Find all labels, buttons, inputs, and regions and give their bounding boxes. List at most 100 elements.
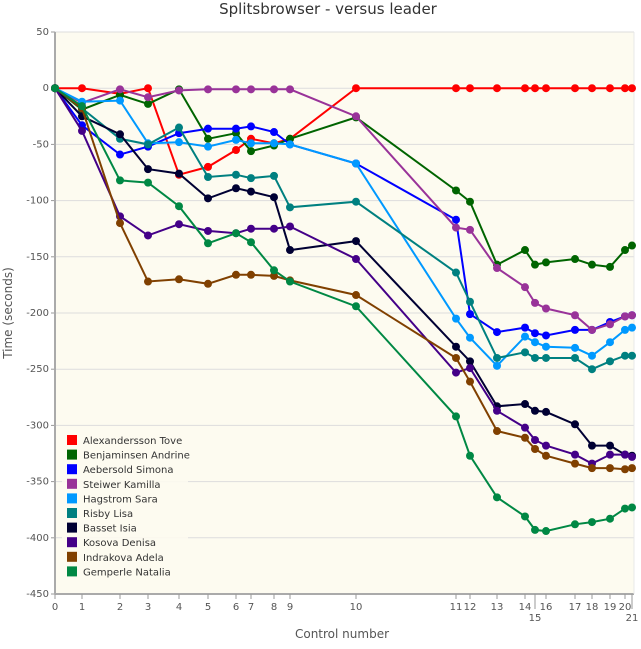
legend-label: Steiwer Kamilla: [83, 480, 161, 491]
series-line: [54, 87, 632, 371]
data-point: [493, 264, 501, 273]
data-point: [232, 229, 240, 238]
data-point: [466, 333, 474, 342]
data-point: [144, 140, 152, 149]
data-point: [588, 260, 596, 269]
chart-title: Splitsbrowser - versus leader: [219, 0, 438, 18]
data-point: [571, 450, 579, 459]
data-point: [232, 270, 240, 279]
data-point: [466, 310, 474, 319]
data-point: [352, 291, 360, 300]
x-tick-label: 0: [52, 602, 58, 613]
data-point: [531, 329, 539, 338]
data-point: [628, 241, 636, 250]
data-point: [571, 459, 579, 468]
data-point: [606, 320, 614, 329]
data-point: [521, 323, 529, 332]
data-point: [621, 84, 629, 93]
series-line: [54, 87, 633, 465]
data-point: [531, 445, 539, 454]
data-point: [621, 325, 629, 334]
data-point: [466, 357, 474, 366]
data-point: [571, 311, 579, 320]
data-point: [232, 124, 240, 133]
data-point: [452, 342, 460, 351]
data-point: [247, 174, 255, 183]
data-point: [270, 139, 278, 148]
data-point: [452, 368, 460, 377]
data-point: [531, 260, 539, 269]
data-point: [144, 99, 152, 108]
data-point: [571, 420, 579, 429]
data-point: [542, 353, 550, 362]
series-lines: [51, 84, 636, 536]
x-tick-label: 18: [586, 602, 599, 613]
data-point: [621, 450, 629, 459]
data-point: [175, 138, 183, 147]
data-point: [78, 84, 86, 93]
data-point: [606, 338, 614, 347]
data-point: [452, 412, 460, 421]
data-point: [116, 176, 124, 185]
legend-label: Gemperle Natalia: [83, 567, 171, 578]
data-point: [144, 93, 152, 102]
data-point: [286, 246, 294, 255]
data-point: [606, 464, 614, 473]
data-point: [232, 170, 240, 179]
data-point: [452, 223, 460, 232]
y-tick-label: -350: [26, 477, 49, 488]
data-point: [571, 353, 579, 362]
data-point: [628, 503, 636, 512]
legend-swatch: [67, 493, 77, 504]
y-tick-label: -400: [26, 533, 49, 544]
data-point: [493, 493, 501, 502]
data-point: [175, 123, 183, 132]
data-point: [452, 186, 460, 195]
data-point: [628, 84, 636, 93]
data-point: [352, 255, 360, 264]
data-point: [588, 365, 596, 374]
data-point: [116, 219, 124, 228]
data-point: [270, 224, 278, 233]
data-point: [588, 84, 596, 93]
data-point: [542, 258, 550, 267]
data-point: [542, 527, 550, 536]
data-point: [270, 171, 278, 180]
data-point: [521, 512, 529, 521]
data-point: [270, 271, 278, 280]
y-tick-label: 50: [36, 27, 49, 38]
data-point: [78, 126, 86, 135]
x-tick-label: 21: [626, 613, 639, 624]
data-point: [144, 277, 152, 286]
x-tick-label: 8: [271, 602, 277, 613]
data-point: [466, 197, 474, 206]
data-point: [116, 150, 124, 159]
data-point: [286, 222, 294, 231]
legend-swatch: [67, 566, 77, 577]
data-point: [232, 184, 240, 193]
data-point: [175, 202, 183, 211]
data-point: [493, 361, 501, 370]
data-point: [232, 85, 240, 94]
data-point: [493, 328, 501, 337]
x-tick-label: 11: [450, 602, 463, 613]
data-point: [466, 451, 474, 460]
data-point: [521, 348, 529, 357]
data-point: [286, 134, 294, 143]
x-tick-label: 10: [350, 602, 363, 613]
data-point: [51, 84, 59, 93]
y-axis-label: Time (seconds): [1, 267, 15, 360]
y-tick-label: -450: [26, 589, 49, 600]
data-point: [531, 406, 539, 415]
data-point: [204, 85, 212, 94]
data-point: [144, 84, 152, 93]
legend-label: Indrakova Adela: [83, 553, 164, 564]
legend-swatch: [67, 522, 77, 533]
data-point: [521, 84, 529, 93]
data-point: [621, 351, 629, 360]
data-point: [542, 84, 550, 93]
legend-label: Benjaminsen Andrine: [83, 451, 190, 462]
data-point: [606, 262, 614, 271]
y-tick-label: -50: [33, 139, 49, 150]
